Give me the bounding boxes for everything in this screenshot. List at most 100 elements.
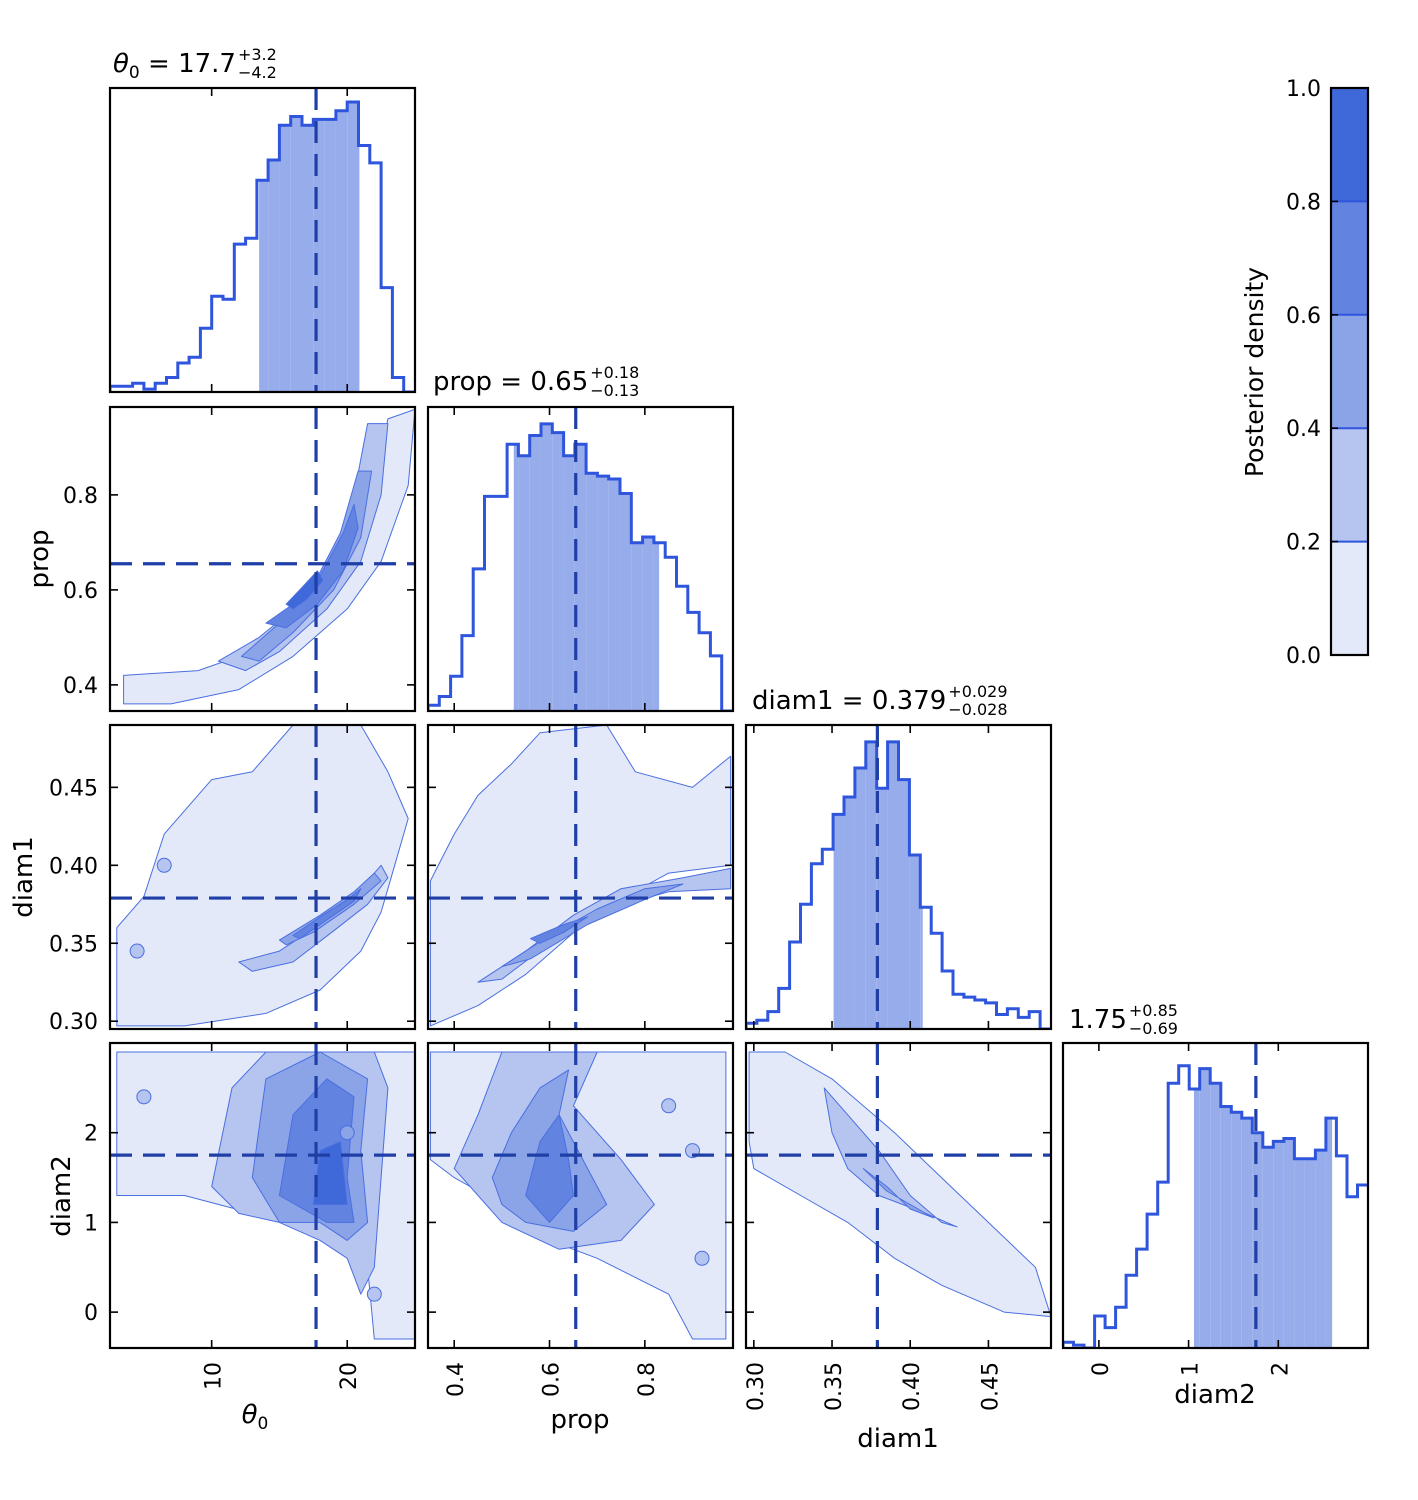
joint-panel-θ-prop: [110, 407, 415, 711]
credible-bar: [259, 180, 269, 392]
contour-island: [694, 1250, 710, 1266]
contour-island: [339, 1125, 355, 1141]
credible-bar: [653, 542, 660, 711]
contour-level-0: [429, 725, 732, 1027]
histogram-step: [1063, 1064, 1368, 1348]
contour-level-0: [116, 725, 409, 1027]
credible-bar: [833, 814, 845, 1029]
credible-bar: [1262, 1147, 1274, 1348]
credible-bar: [279, 125, 291, 392]
credible-bar: [865, 741, 877, 1029]
credible-bar: [887, 741, 899, 1029]
credible-bar: [268, 160, 280, 392]
credible-bar: [1193, 1089, 1200, 1348]
title-plus-err: +3.2: [238, 45, 277, 64]
panel-frame: [108, 1041, 417, 1350]
histogram-step: [428, 422, 733, 711]
x-tick-label: 10: [202, 1362, 227, 1390]
panel-frame: [426, 1041, 735, 1350]
y-tick-label: 0.8: [63, 484, 98, 509]
credible-bar: [347, 102, 359, 392]
credible-bar: [324, 119, 336, 392]
credible-bar: [1325, 1118, 1333, 1348]
x-tick-label: 0.45: [978, 1362, 1003, 1411]
x-tick-label: 2: [1268, 1362, 1293, 1376]
y-tick-label: 2: [84, 1122, 98, 1147]
colorbar-band: [1331, 428, 1368, 542]
credible-bar: [313, 119, 325, 392]
colorbar-band: [1331, 314, 1368, 429]
contour-level-3: [525, 1114, 574, 1223]
y-tick-label: 0.35: [49, 932, 98, 957]
credible-bar: [335, 110, 348, 392]
credible-bar: [608, 479, 621, 711]
panel-frame: [426, 405, 735, 713]
title-plus-err: +0.18: [590, 363, 639, 382]
joint-panel-θ-diam1: [110, 725, 415, 1029]
contour-level-1: [823, 1087, 958, 1228]
contour-island: [129, 943, 145, 959]
credible-bar: [1231, 1112, 1242, 1348]
title-minus-err: −0.13: [590, 381, 639, 400]
contour-level-2: [862, 1168, 935, 1219]
credible-bar: [586, 473, 598, 711]
title-minus-err: −0.69: [1129, 1019, 1178, 1038]
title-diam2: 1.75: [1069, 1005, 1127, 1035]
credible-bar: [529, 435, 541, 711]
y-axis-label-diam2: diam2: [47, 1155, 77, 1237]
marginal-panel-diam2: [1063, 1043, 1368, 1348]
x-axis-label-theta0: θ0: [242, 1400, 269, 1434]
credible-bar: [844, 797, 855, 1029]
y-axis-label-prop: prop: [25, 529, 55, 588]
credible-bar: [1283, 1138, 1295, 1348]
credible-bar: [552, 432, 564, 711]
credible-bar: [631, 542, 643, 711]
credible-bar: [1273, 1141, 1284, 1348]
contour-island: [156, 857, 172, 873]
colorbar-tick-label: 1.0: [1286, 77, 1321, 102]
credible-bar: [1315, 1150, 1326, 1348]
credible-bar: [1199, 1068, 1211, 1348]
title-diam1: diam1 = 0.379: [752, 686, 946, 716]
joint-panel-prop-diam2: [428, 1043, 733, 1348]
title-plus-err: +0.85: [1129, 1001, 1178, 1020]
y-tick-label: 0.45: [49, 776, 98, 801]
contour-level-4: [285, 570, 324, 610]
credible-bar: [513, 444, 519, 711]
marginal-panel-θ: [110, 88, 415, 392]
colorbar-label: Posterior density: [1240, 267, 1269, 477]
title-minus-err: −4.2: [238, 63, 277, 82]
joint-panel-θ-diam2: [110, 1043, 415, 1348]
credible-bar: [642, 537, 654, 711]
histogram-step: [746, 740, 1051, 1029]
marginal-panel-prop: [428, 407, 733, 711]
panel-frame: [744, 1041, 1053, 1350]
credible-bar: [358, 145, 360, 392]
colorbar-tick-label: 0.0: [1286, 644, 1321, 669]
colorbar-band: [1331, 541, 1368, 655]
panel-frame: [1061, 1041, 1370, 1350]
credible-bar: [597, 476, 609, 711]
y-tick-label: 0.40: [49, 854, 98, 879]
contour-island: [661, 1098, 677, 1114]
credible-bar: [540, 423, 553, 711]
credible-bar: [574, 444, 587, 711]
x-tick-label: 1: [1179, 1362, 1204, 1376]
colorbar-band: [1331, 88, 1368, 202]
joint-panel-prop-diam1: [428, 725, 733, 1029]
marginal-panel-diam1: [746, 725, 1051, 1029]
credible-bar: [620, 493, 632, 711]
credible-bar: [290, 116, 303, 392]
credible-bar: [920, 907, 923, 1029]
colorbar-tick-label: 0.8: [1286, 190, 1321, 215]
contour-level-4: [312, 1141, 348, 1205]
colorbar-tick-label: 0.2: [1286, 531, 1321, 556]
credible-bar: [518, 455, 530, 711]
x-axis-label-diam2: diam2: [1174, 1380, 1256, 1410]
contour-level-3: [292, 888, 362, 940]
title-prop: prop = 0.65: [433, 367, 588, 397]
histogram-step: [110, 100, 415, 392]
credible-bar: [302, 125, 314, 392]
credible-bar: [876, 788, 888, 1029]
credible-bar: [1220, 1106, 1232, 1348]
